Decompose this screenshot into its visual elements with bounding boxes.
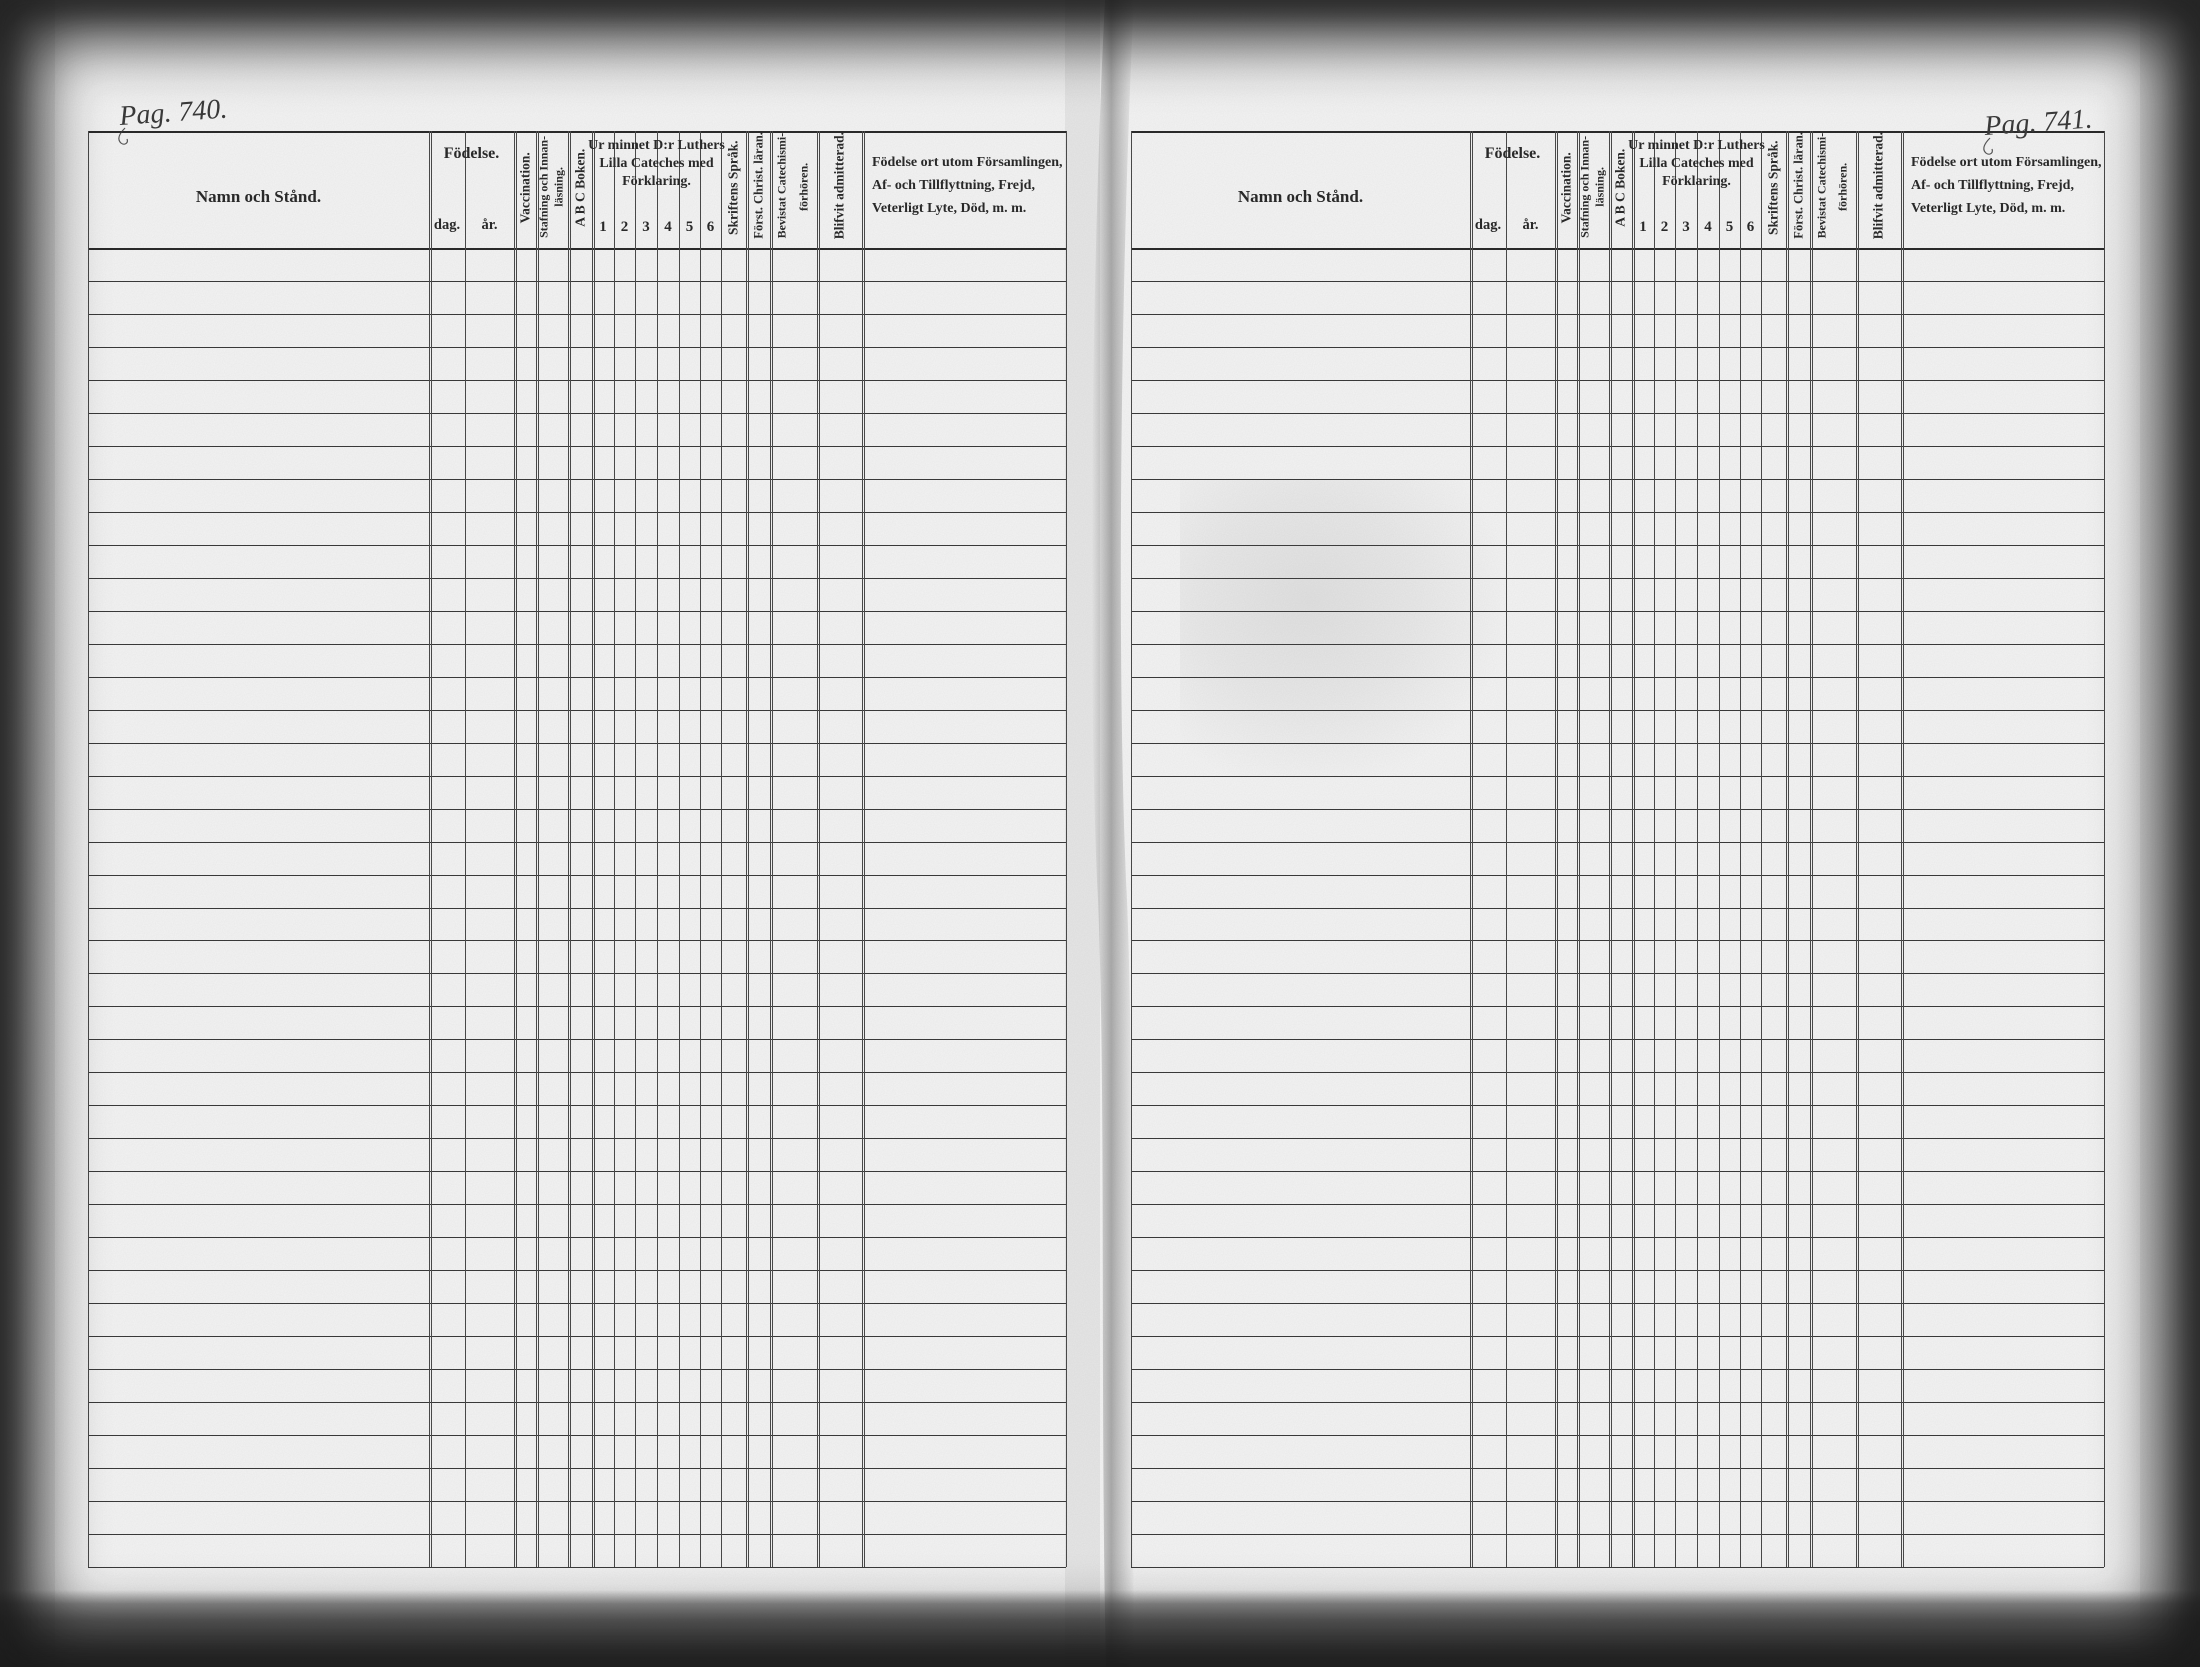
svg-text:Pag. 740.: Pag. 740. xyxy=(117,94,228,133)
svg-text:Pag. 741.: Pag. 741. xyxy=(1982,104,2093,143)
